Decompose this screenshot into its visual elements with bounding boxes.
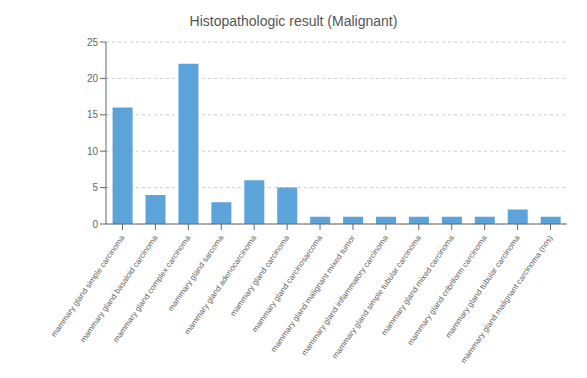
html-text:Histopathologic result (Malign: Histopathologic result (Malignant) (189, 13, 398, 29)
svg-text:mammary gland complex carcinom: mammary gland complex carcinoma (111, 233, 193, 345)
svg-text:mammary gland carcinosarcoma: mammary gland carcinosarcoma (250, 233, 324, 334)
svg-text:mammary gland cribriform carci: mammary gland cribriform carcinoma (405, 233, 489, 347)
svg-text:mammary gland adenocarcinoma: mammary gland adenocarcinoma (182, 233, 259, 337)
svg-text:0: 0 (92, 219, 98, 230)
svg-text:mammary gland tubular carcinom: mammary gland tubular carcinoma (443, 233, 522, 340)
svg-text:mammary gland sarcoma: mammary gland sarcoma (166, 233, 225, 313)
svg-text:10: 10 (87, 146, 99, 157)
svg-text:mammary gland carcinoma: mammary gland carcinoma (228, 233, 291, 318)
svg-text:mammary gland simple carcinoma: mammary gland simple carcinoma (49, 233, 127, 339)
svg-text:15: 15 (87, 109, 99, 120)
svg-text:mammary gland basaloid carcino: mammary gland basaloid carcinoma (78, 233, 160, 345)
svg-text:25: 25 (87, 37, 99, 48)
svg-text:mammary gland malignant mixed: mammary gland malignant mixed tumor (269, 233, 358, 354)
svg-text:20: 20 (87, 73, 99, 84)
svg-text:mammary gland mixed carcinoma: mammary gland mixed carcinoma (379, 233, 456, 338)
svg-text:mammary gland inflammatory car: mammary gland inflammatory carcinoma (299, 233, 390, 358)
svg-text:mammary gland malignant carcin: mammary gland malignant carcinoma (nos) (459, 233, 555, 364)
svg-text:mammary gland simple tubular c: mammary gland simple tubular carcinoma (330, 233, 423, 361)
svg-text:5: 5 (92, 182, 98, 193)
